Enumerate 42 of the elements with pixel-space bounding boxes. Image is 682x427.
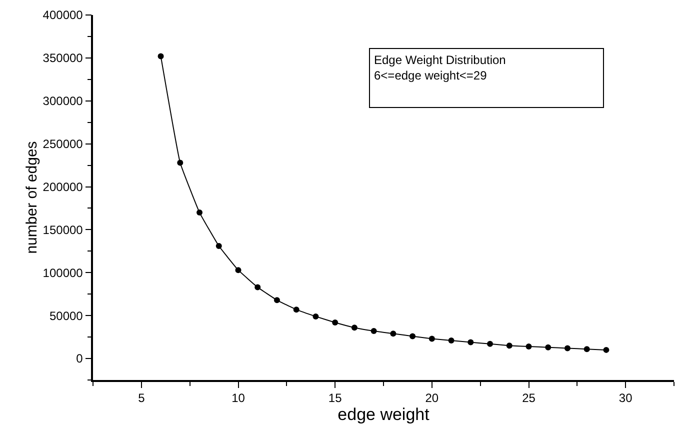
point (584, 346, 590, 352)
y-tick-label: 350000 (42, 51, 84, 66)
y-tick-label: 250000 (42, 137, 84, 152)
point (312, 313, 319, 320)
point (216, 243, 222, 250)
y-tick-label: 0 (76, 352, 84, 366)
point (274, 297, 280, 304)
point (158, 53, 164, 60)
point (351, 324, 358, 331)
y-tick-label: 200000 (42, 180, 84, 194)
point (526, 344, 532, 350)
point (293, 306, 300, 313)
x-tick-label: 5 (138, 391, 146, 406)
point (564, 345, 570, 352)
x-tick-label: 10 (232, 391, 246, 406)
point (370, 328, 377, 334)
point (468, 339, 474, 346)
x-tick-label: 25 (522, 391, 536, 406)
point (196, 210, 203, 216)
x-axis-title: edge weight (338, 405, 430, 424)
x-tick-label: 20 (425, 391, 439, 406)
y-tick-label: 400000 (42, 8, 84, 22)
y-tick-label: 100000 (42, 266, 84, 280)
point (332, 319, 338, 326)
y-tick-label: 50000 (49, 308, 84, 323)
point (254, 284, 261, 290)
x-tick-label: 15 (328, 391, 342, 406)
point (177, 160, 184, 166)
point (545, 344, 552, 350)
annotation: Edge Weight Distribution 6<=edge weight<=29 (374, 53, 506, 83)
y-axis-title: number of edges (24, 141, 41, 254)
point (487, 340, 494, 347)
point (235, 267, 242, 274)
y-tick-label: 300000 (42, 94, 84, 108)
point (506, 342, 512, 349)
point (448, 337, 454, 344)
point (410, 333, 416, 340)
y-tick-label: 150000 (42, 222, 84, 237)
x-tick-label: 30 (618, 391, 633, 406)
point (603, 346, 610, 353)
point (390, 330, 396, 337)
point (428, 336, 435, 342)
